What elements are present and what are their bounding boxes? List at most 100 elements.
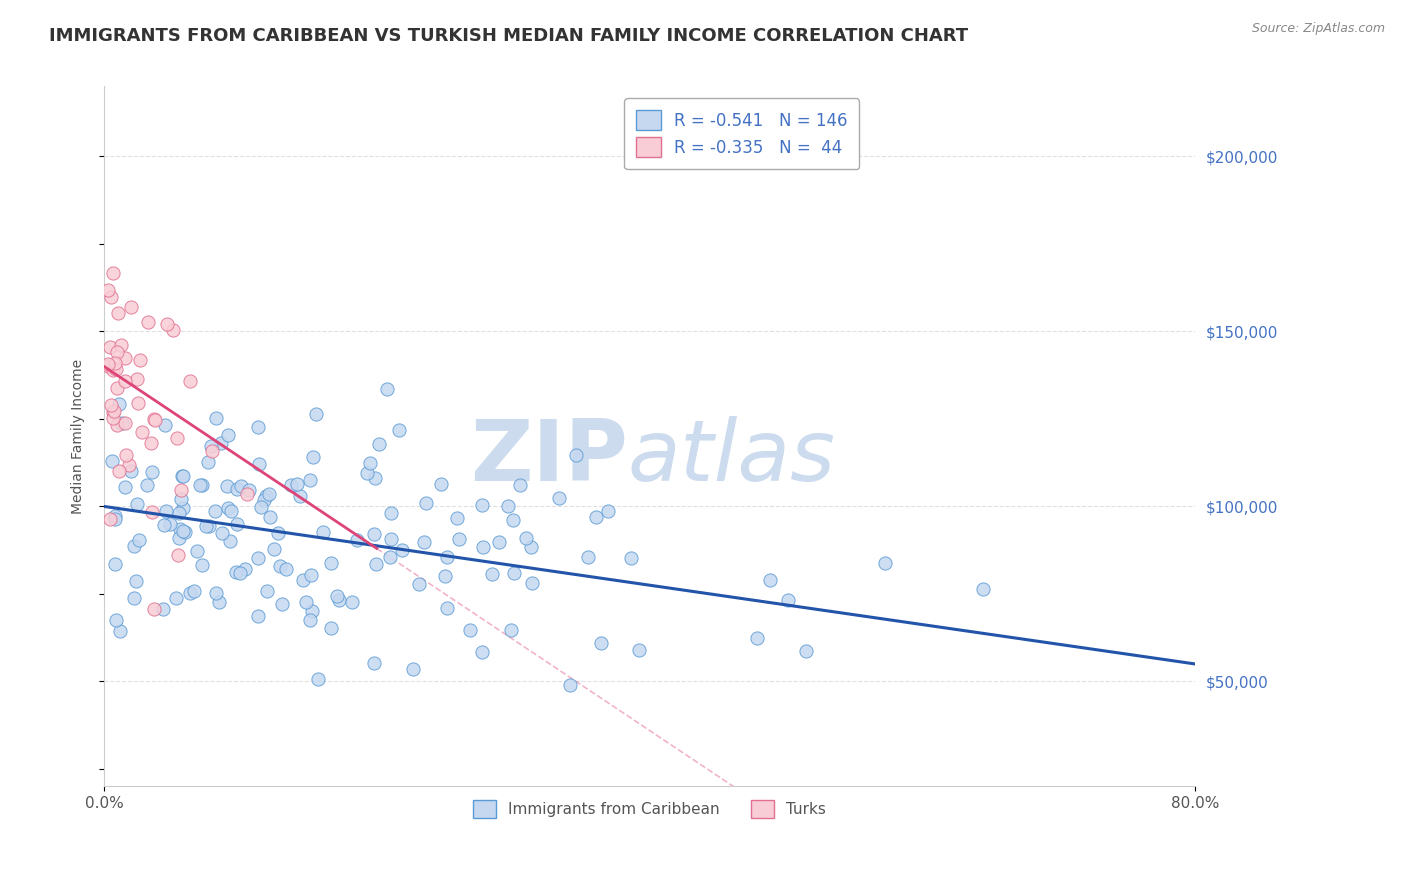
Point <box>256 584 278 599</box>
Point <box>114 416 136 430</box>
Point <box>172 500 194 515</box>
Point <box>172 468 194 483</box>
Point <box>221 504 243 518</box>
Point <box>97 283 120 297</box>
Point <box>620 551 643 566</box>
Point <box>436 601 458 615</box>
Point <box>208 595 231 609</box>
Point <box>585 510 607 524</box>
Point <box>794 644 817 658</box>
Point <box>299 613 322 627</box>
Point <box>576 549 599 564</box>
Point <box>295 595 318 609</box>
Point <box>328 592 350 607</box>
Point <box>131 425 153 439</box>
Point <box>105 344 128 359</box>
Point <box>194 519 217 533</box>
Point <box>301 604 323 618</box>
Point <box>111 416 134 430</box>
Point <box>143 602 166 616</box>
Point <box>363 526 385 541</box>
Point <box>380 506 402 520</box>
Point <box>502 566 524 580</box>
Point <box>236 487 259 501</box>
Point <box>200 439 222 453</box>
Point <box>291 573 314 587</box>
Point <box>143 412 166 426</box>
Point <box>263 541 285 556</box>
Point <box>128 353 150 368</box>
Point <box>359 456 381 470</box>
Point <box>247 609 270 624</box>
Text: atlas: atlas <box>627 416 835 499</box>
Point <box>197 455 219 469</box>
Point <box>589 636 612 650</box>
Point <box>458 624 481 638</box>
Point <box>183 583 205 598</box>
Point <box>301 450 323 464</box>
Point <box>321 621 343 635</box>
Point <box>103 404 125 418</box>
Point <box>217 501 239 516</box>
Point <box>378 549 401 564</box>
Point <box>402 662 425 676</box>
Point <box>481 566 503 581</box>
Point <box>125 372 148 386</box>
Point <box>152 602 174 616</box>
Point <box>229 479 252 493</box>
Point <box>254 490 277 504</box>
Point <box>436 550 458 565</box>
Point <box>165 591 187 605</box>
Point <box>114 374 136 388</box>
Point <box>269 559 291 574</box>
Point <box>472 540 495 554</box>
Point <box>270 597 292 611</box>
Point <box>217 427 239 442</box>
Point <box>170 483 193 497</box>
Point <box>558 678 581 692</box>
Point <box>446 511 468 525</box>
Point <box>408 577 430 591</box>
Point <box>274 561 297 575</box>
Point <box>105 381 128 395</box>
Point <box>122 591 145 605</box>
Point <box>285 476 308 491</box>
Point <box>488 535 510 549</box>
Point <box>204 504 226 518</box>
Point <box>257 487 280 501</box>
Point <box>104 512 127 526</box>
Point <box>104 509 127 524</box>
Point <box>548 491 571 506</box>
Text: IMMIGRANTS FROM CARIBBEAN VS TURKISH MEDIAN FAMILY INCOME CORRELATION CHART: IMMIGRANTS FROM CARIBBEAN VS TURKISH MED… <box>49 27 969 45</box>
Point <box>166 549 188 563</box>
Point <box>225 482 247 496</box>
Point <box>104 558 127 572</box>
Point <box>156 318 179 332</box>
Point <box>598 504 620 518</box>
Point <box>312 524 335 539</box>
Point <box>412 534 434 549</box>
Point <box>97 359 120 373</box>
Point <box>225 565 247 579</box>
Point <box>280 478 302 492</box>
Point <box>364 557 387 571</box>
Y-axis label: Median Family Income: Median Family Income <box>72 359 86 514</box>
Point <box>141 465 163 479</box>
Point <box>873 556 896 570</box>
Text: Source: ZipAtlas.com: Source: ZipAtlas.com <box>1251 22 1385 36</box>
Point <box>141 505 163 519</box>
Point <box>127 497 149 511</box>
Point <box>172 524 194 538</box>
Point <box>246 420 269 434</box>
Point <box>375 382 398 396</box>
Point <box>108 397 131 411</box>
Point <box>101 266 124 280</box>
Point <box>471 645 494 659</box>
Point <box>101 454 124 468</box>
Point <box>136 315 159 329</box>
Point <box>115 448 138 462</box>
Point <box>776 593 799 607</box>
Point <box>104 613 127 627</box>
Point <box>190 558 212 573</box>
Point <box>198 519 221 533</box>
